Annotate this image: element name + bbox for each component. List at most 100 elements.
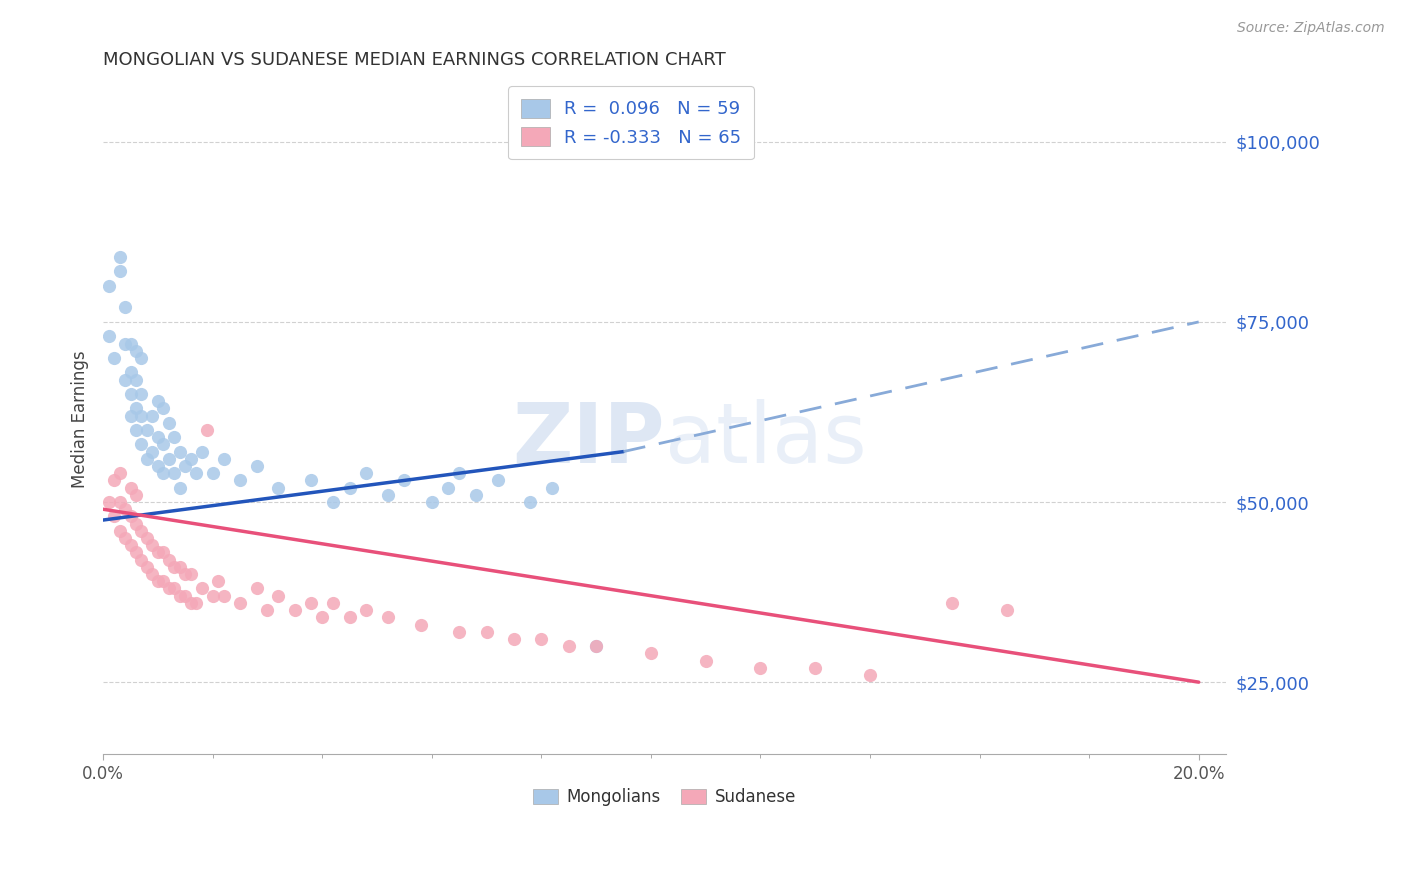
Point <box>585 639 607 653</box>
Point <box>136 531 159 545</box>
Point <box>941 596 963 610</box>
Point <box>152 437 174 451</box>
Point <box>169 589 191 603</box>
Point <box>141 409 163 423</box>
Point <box>97 495 120 509</box>
Point <box>437 481 460 495</box>
Point <box>103 474 125 488</box>
Point <box>108 264 131 278</box>
Point <box>97 329 120 343</box>
Point <box>640 646 662 660</box>
Point <box>125 372 148 386</box>
Point <box>207 574 229 589</box>
Point <box>169 444 191 458</box>
Point <box>152 545 174 559</box>
Point <box>146 458 169 473</box>
Point <box>169 560 191 574</box>
Point <box>131 351 153 365</box>
Point <box>558 639 581 653</box>
Point <box>749 661 772 675</box>
Point <box>212 589 235 603</box>
Point <box>267 589 290 603</box>
Point <box>157 451 180 466</box>
Point <box>186 596 208 610</box>
Point <box>136 451 159 466</box>
Point <box>377 488 399 502</box>
Point <box>503 632 526 646</box>
Point <box>136 560 159 574</box>
Point <box>174 589 197 603</box>
Point <box>146 545 169 559</box>
Point <box>212 451 235 466</box>
Point <box>201 589 224 603</box>
Point <box>995 603 1018 617</box>
Point <box>174 567 197 582</box>
Point <box>131 524 153 538</box>
Point <box>114 372 136 386</box>
Point <box>394 474 416 488</box>
Point <box>174 458 197 473</box>
Point <box>120 409 142 423</box>
Point <box>284 603 307 617</box>
Point <box>322 495 344 509</box>
Point <box>311 610 333 624</box>
Point <box>180 451 202 466</box>
Point <box>859 668 882 682</box>
Point <box>120 538 142 552</box>
Point <box>114 531 136 545</box>
Point <box>299 596 322 610</box>
Point <box>195 423 218 437</box>
Point <box>136 423 159 437</box>
Point <box>108 495 131 509</box>
Point <box>245 582 267 596</box>
Text: MONGOLIAN VS SUDANESE MEDIAN EARNINGS CORRELATION CHART: MONGOLIAN VS SUDANESE MEDIAN EARNINGS CO… <box>103 51 725 69</box>
Point <box>163 430 186 444</box>
Point <box>146 430 169 444</box>
Point <box>152 466 174 480</box>
Point <box>125 401 148 416</box>
Point <box>131 387 153 401</box>
Point <box>157 552 180 566</box>
Point <box>108 466 131 480</box>
Point <box>180 596 202 610</box>
Point <box>449 466 471 480</box>
Point <box>169 481 191 495</box>
Point <box>146 574 169 589</box>
Point <box>163 582 186 596</box>
Text: ZIP: ZIP <box>512 399 665 480</box>
Text: atlas: atlas <box>665 399 866 480</box>
Point <box>120 481 142 495</box>
Y-axis label: Median Earnings: Median Earnings <box>72 351 89 488</box>
Point <box>103 509 125 524</box>
Point <box>141 444 163 458</box>
Point <box>131 409 153 423</box>
Point <box>256 603 278 617</box>
Point <box>486 474 509 488</box>
Point <box>141 538 163 552</box>
Point <box>190 444 212 458</box>
Point <box>131 552 153 566</box>
Point <box>125 423 148 437</box>
Point <box>804 661 827 675</box>
Legend: Mongolians, Sudanese: Mongolians, Sudanese <box>527 781 803 813</box>
Point <box>519 495 541 509</box>
Point <box>120 336 142 351</box>
Point <box>131 437 153 451</box>
Point <box>201 466 224 480</box>
Point <box>354 603 377 617</box>
Point <box>190 582 212 596</box>
Point <box>125 343 148 358</box>
Point <box>354 466 377 480</box>
Point <box>152 401 174 416</box>
Point <box>108 524 131 538</box>
Point <box>108 250 131 264</box>
Point <box>339 610 361 624</box>
Point <box>120 387 142 401</box>
Point <box>163 560 186 574</box>
Point <box>103 351 125 365</box>
Point <box>229 474 252 488</box>
Point <box>695 654 717 668</box>
Point <box>125 545 148 559</box>
Point <box>125 488 148 502</box>
Point <box>114 301 136 315</box>
